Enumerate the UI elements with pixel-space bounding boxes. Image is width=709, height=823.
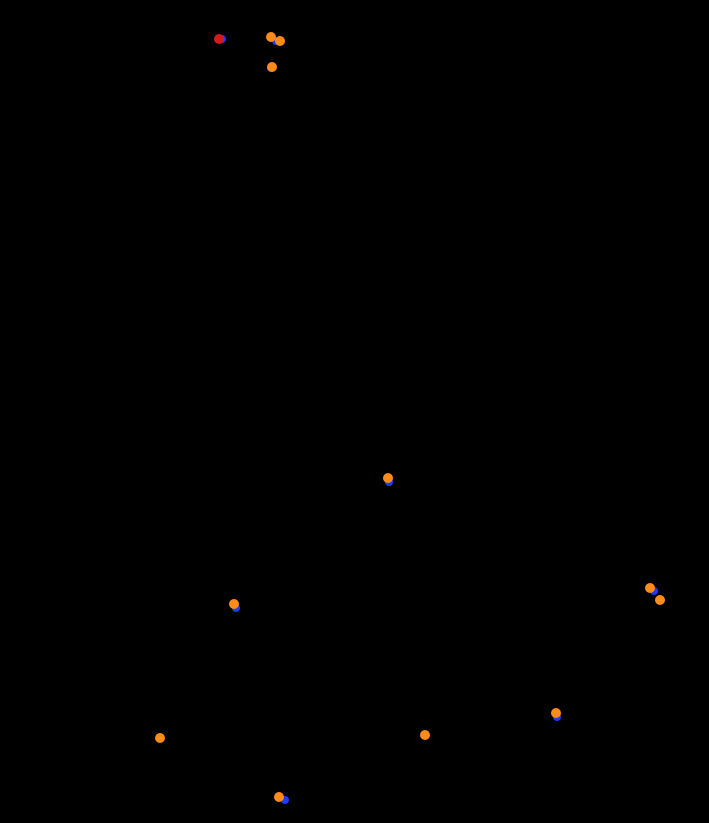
point-orange [645, 583, 655, 593]
scatter-plot [0, 0, 709, 823]
point-orange [383, 473, 393, 483]
point-orange [229, 599, 239, 609]
point-orange [275, 36, 285, 46]
point-orange [274, 792, 284, 802]
point-red [214, 34, 224, 44]
point-orange [267, 62, 277, 72]
point-orange [655, 595, 665, 605]
point-orange [155, 733, 165, 743]
point-orange [420, 730, 430, 740]
point-orange [551, 708, 561, 718]
